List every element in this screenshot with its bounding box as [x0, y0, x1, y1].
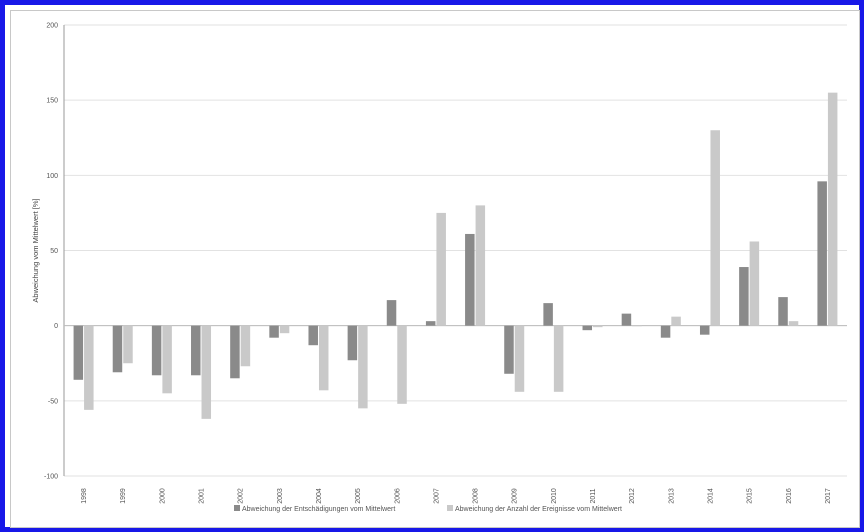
bar-s1-2015 — [749, 241, 760, 326]
x-tick-label: 2008 — [473, 488, 480, 504]
x-tick-label: 1998 — [81, 488, 88, 504]
y-tick-label: 100 — [46, 173, 58, 180]
bar-s0-2008 — [465, 233, 475, 326]
bar-s0-2014 — [699, 325, 710, 335]
x-tick-label: 2015 — [747, 488, 754, 504]
bar-s1-2000 — [162, 325, 172, 394]
legend-label-1: Abweichung der Anzahl der Ereignisse vom… — [455, 506, 622, 513]
x-tick-label: 2007 — [433, 488, 440, 504]
x-tick-label: 2012 — [629, 488, 636, 504]
bar-s1-2010 — [553, 325, 564, 392]
x-tick-label: 2010 — [551, 488, 558, 504]
bar-s1-2011 — [593, 325, 603, 328]
bar-s0-2016 — [778, 297, 788, 326]
legend-swatch-0 — [234, 505, 240, 511]
legend: Abweichung der Entschädigungen vom Mitte… — [234, 505, 622, 513]
bar-s1-2017 — [827, 92, 838, 326]
bar-s0-2006 — [386, 300, 397, 326]
bar-s1-2005 — [358, 325, 368, 409]
bar-s1-1999 — [123, 325, 133, 364]
bar-s0-2017 — [817, 181, 827, 326]
x-tick-label: 2014 — [707, 488, 714, 504]
bar-s0-2011 — [582, 325, 593, 331]
bar-s1-2003 — [279, 325, 290, 334]
x-tick-label: 2009 — [512, 488, 519, 504]
x-tick-label: 2017 — [825, 488, 832, 504]
x-tick-label: 1999 — [120, 488, 127, 504]
y-tick-label: -100 — [44, 474, 58, 481]
x-tick-label: 2003 — [277, 488, 284, 504]
x-tick-label: 2016 — [786, 488, 793, 504]
y-tick-label: -50 — [48, 398, 58, 405]
x-tick-label: 2006 — [394, 488, 401, 504]
y-tick-label: 50 — [50, 248, 58, 255]
bar-s1-2004 — [318, 325, 329, 391]
y-axis-label: Abweichung vom Mittelwert [%] — [31, 198, 40, 302]
bar-s0-2001 — [191, 325, 201, 376]
x-tick-label: 2011 — [590, 488, 597, 503]
x-tick-label: 2001 — [199, 488, 206, 504]
bar-s0-2015 — [739, 267, 749, 326]
bar-s1-2014 — [710, 130, 720, 326]
bar-s1-2006 — [397, 325, 407, 404]
bar-s0-1999 — [112, 325, 123, 373]
bar-s0-2010 — [543, 303, 553, 326]
x-tick-label: 2004 — [316, 488, 323, 504]
chart-panel — [10, 10, 860, 528]
bar-s0-1998 — [73, 325, 84, 380]
bar-s0-2000 — [151, 325, 162, 376]
bar-s0-2007 — [425, 321, 436, 326]
legend-swatch-1 — [447, 505, 453, 511]
gridlines — [63, 24, 847, 477]
bar-s0-2012 — [621, 313, 632, 326]
bar-s0-2003 — [269, 325, 279, 338]
y-tick-label: 150 — [46, 98, 58, 105]
bar-s1-1998 — [84, 325, 94, 410]
y-tick-label: 200 — [46, 23, 58, 30]
bar-s1-2016 — [788, 321, 799, 326]
bar-s0-2004 — [308, 325, 318, 346]
bar-s0-2013 — [660, 325, 671, 338]
x-tick-label: 2002 — [238, 488, 245, 504]
legend-label-0: Abweichung der Entschädigungen vom Mitte… — [242, 506, 395, 513]
bars — [73, 92, 838, 419]
y-tick-label: 0 — [54, 323, 58, 330]
bar-s1-2001 — [201, 325, 212, 419]
bar-s0-2009 — [504, 325, 514, 374]
bar-s1-2012 — [632, 325, 642, 327]
bar-s1-2009 — [514, 325, 525, 392]
bar-s0-2002 — [230, 325, 240, 379]
x-tick-label: 2005 — [355, 488, 362, 504]
x-axis-ticks: 1998 1999 2000 2001 2002 2003 2004 2005 2006 2007… — [81, 488, 832, 504]
bar-s1-2013 — [671, 316, 681, 326]
bar-s1-2007 — [436, 212, 446, 326]
bar-s1-2002 — [240, 325, 251, 367]
x-tick-label: 2013 — [668, 488, 675, 504]
x-tick-label: 2000 — [159, 488, 166, 504]
y-axis-ticks: -100 -50 0 50 100 150 200 — [44, 23, 58, 481]
bar-s0-2005 — [347, 325, 358, 361]
bar-s1-2008 — [475, 205, 486, 326]
